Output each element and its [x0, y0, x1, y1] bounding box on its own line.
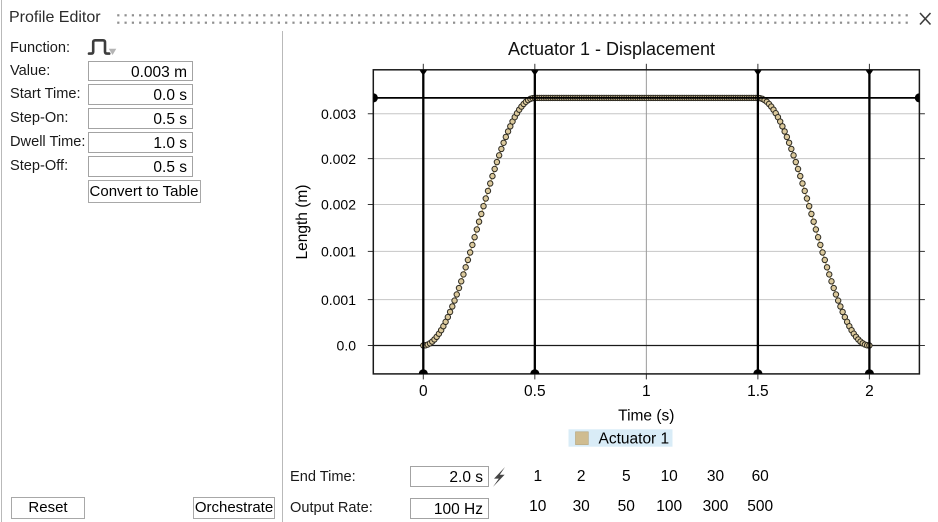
- svg-text:Length (m): Length (m): [294, 185, 311, 260]
- svg-text:Actuator 1: Actuator 1: [599, 431, 670, 448]
- svg-text:2: 2: [865, 383, 874, 400]
- svg-text:0.0: 0.0: [337, 338, 357, 354]
- svg-text:0.003: 0.003: [321, 106, 356, 122]
- svg-text:0.002: 0.002: [321, 151, 356, 167]
- svg-text:0: 0: [419, 383, 428, 400]
- svg-text:0.001: 0.001: [321, 244, 356, 260]
- svg-text:Time (s): Time (s): [618, 408, 674, 425]
- svg-text:1.5: 1.5: [747, 383, 769, 400]
- svg-text:0.5: 0.5: [524, 383, 546, 400]
- svg-text:0.002: 0.002: [321, 197, 356, 213]
- svg-text:Actuator 1 - Displacement: Actuator 1 - Displacement: [508, 39, 715, 59]
- svg-text:1: 1: [642, 383, 651, 400]
- svg-text:0.001: 0.001: [321, 292, 356, 308]
